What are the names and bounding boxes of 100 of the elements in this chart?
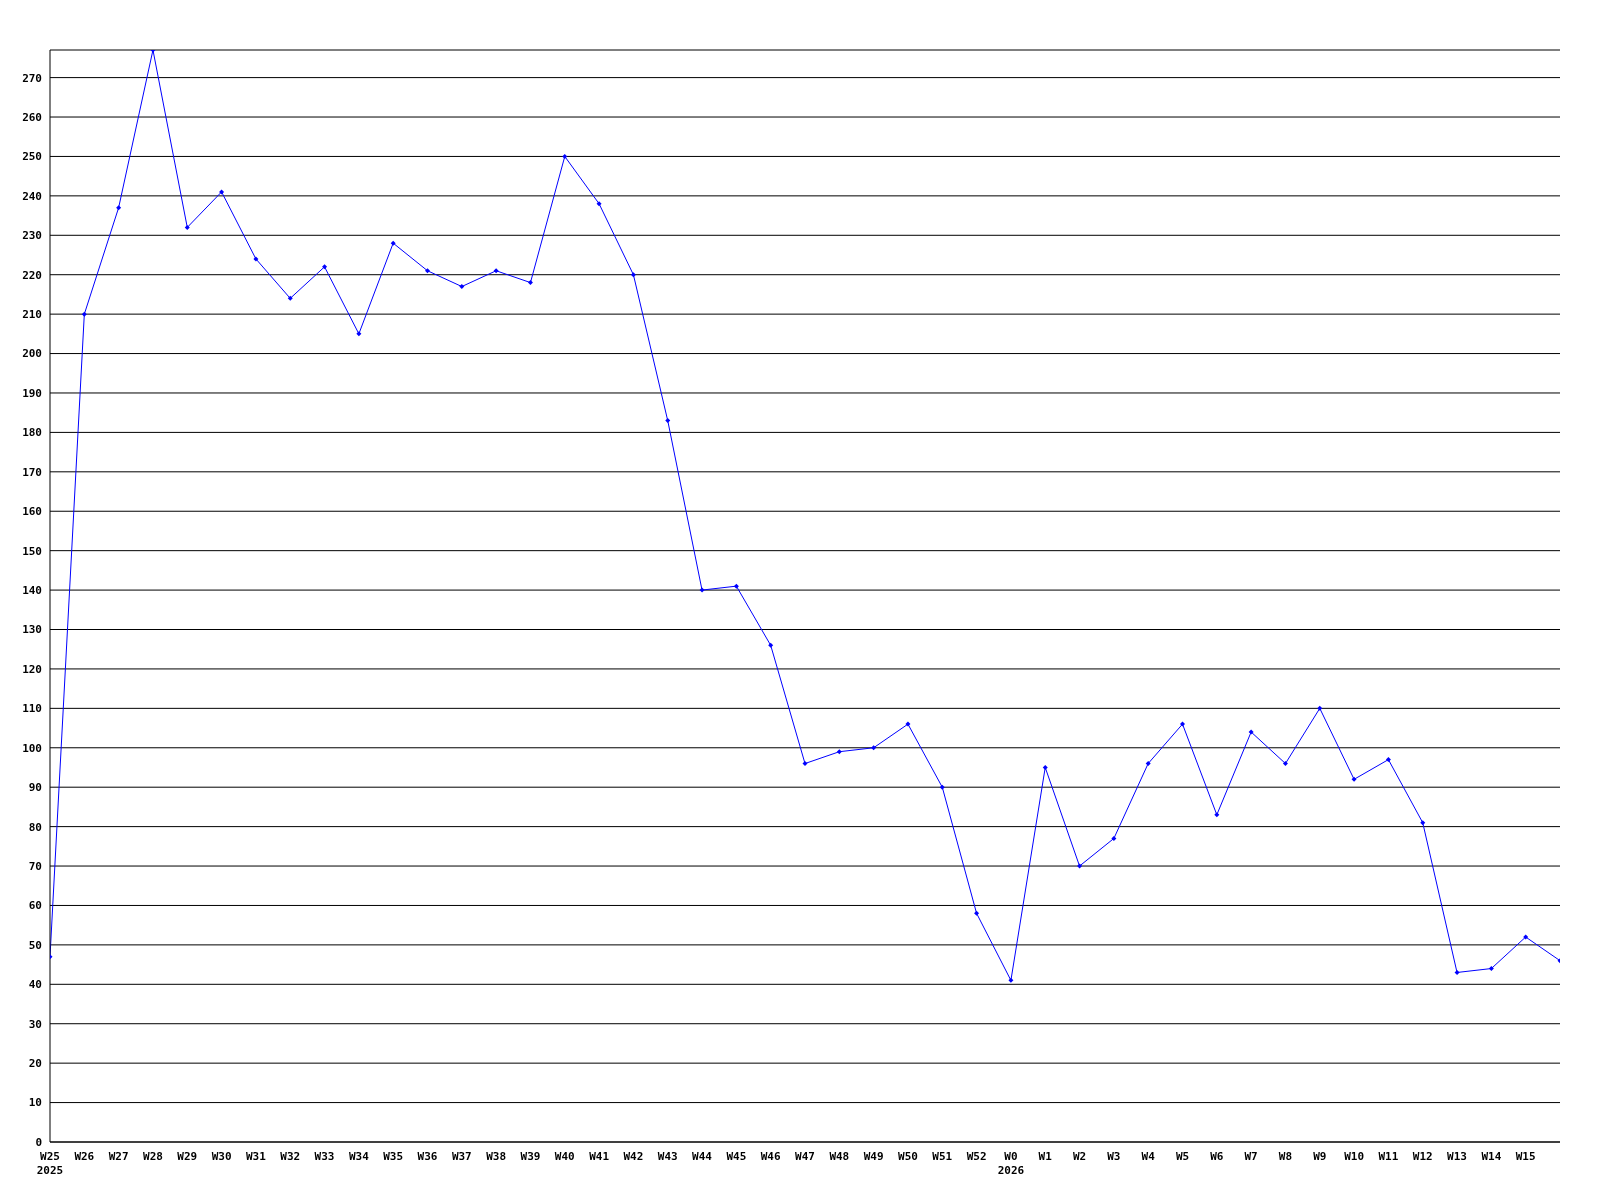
x-tick-label: W8 — [1278, 1150, 1293, 1163]
point — [1454, 969, 1460, 975]
x-tick-label: W44 — [692, 1150, 713, 1163]
point — [1214, 812, 1220, 818]
x-tick-label: W48 — [829, 1150, 850, 1163]
x-tick-label: W51 — [932, 1150, 953, 1163]
y-tick-label: 70 — [28, 859, 42, 873]
x-tick-label: W37 — [451, 1150, 472, 1163]
point — [1042, 764, 1048, 770]
point — [116, 205, 122, 211]
point — [596, 201, 602, 207]
x-tick-label: W3 — [1107, 1150, 1121, 1163]
point — [630, 272, 636, 278]
x-tick-label: W35 — [383, 1150, 404, 1163]
y-tick-label: 180 — [22, 426, 42, 440]
x-tick-label: W29 — [177, 1150, 198, 1163]
y-tick-label: 200 — [22, 347, 42, 361]
y-tick-label: 50 — [28, 938, 42, 952]
point — [493, 268, 499, 274]
y-tick-label: 0 — [35, 1135, 42, 1149]
point — [905, 721, 911, 727]
point — [665, 418, 671, 424]
y-tick-label: 220 — [22, 268, 42, 282]
x-tick-label: W14 — [1481, 1150, 1502, 1163]
y-tick-label: 230 — [22, 229, 42, 243]
x-tick-label: W13 — [1447, 1150, 1467, 1163]
y-tick-label: 150 — [22, 544, 42, 558]
point — [219, 189, 225, 195]
x-tick-label: W10 — [1344, 1150, 1365, 1163]
y-tick-label: 210 — [22, 308, 42, 322]
point — [1488, 966, 1494, 972]
point — [1248, 729, 1254, 735]
point — [322, 264, 328, 270]
x-tick-label: W15 — [1515, 1150, 1536, 1163]
x-tick-label: W11 — [1378, 1150, 1399, 1163]
y-tick-label: 30 — [28, 1017, 42, 1031]
point — [836, 749, 842, 755]
x-tick-label: W46 — [760, 1150, 781, 1163]
y-tick-label: 10 — [28, 1096, 42, 1110]
x-tick-label: W5 — [1175, 1150, 1190, 1163]
y-tick-label: 110 — [22, 702, 42, 716]
point — [253, 256, 259, 262]
y-tick-label: 20 — [28, 1057, 42, 1071]
point — [974, 910, 980, 916]
point — [1351, 776, 1357, 782]
x-tick-label: W33 — [314, 1150, 335, 1163]
point — [939, 784, 945, 790]
x-tick-label: W43 — [657, 1150, 678, 1163]
point — [287, 295, 293, 301]
x-tick-label: W45 — [726, 1150, 747, 1163]
point — [1523, 934, 1529, 940]
y-tick-label: 90 — [28, 781, 42, 795]
point — [390, 240, 396, 246]
x-tick-label: W52 — [966, 1150, 987, 1163]
x-tick-label: W41 — [589, 1150, 610, 1163]
y-tick-label: 250 — [22, 150, 42, 164]
x-tick-label: W0 2026 — [997, 1150, 1025, 1177]
x-tick-label: W12 — [1412, 1150, 1433, 1163]
y-tick-label: 240 — [22, 189, 42, 203]
point — [1145, 761, 1151, 767]
point — [81, 311, 87, 317]
x-tick-label: W34 — [348, 1150, 370, 1163]
y-tick-label: 100 — [22, 741, 42, 755]
point — [1282, 761, 1288, 767]
point — [425, 268, 430, 274]
x-tick-label: W40 — [554, 1150, 575, 1163]
point — [1180, 721, 1185, 727]
point — [1385, 757, 1391, 763]
point — [356, 331, 362, 337]
point — [1420, 820, 1426, 826]
x-tick-label: W49 — [863, 1150, 884, 1163]
x-tick-label: W30 — [211, 1150, 232, 1163]
y-tick-label: 140 — [22, 583, 42, 597]
y-tick-label: 60 — [28, 899, 42, 913]
x-tick-label: W6 — [1210, 1150, 1224, 1163]
point — [1077, 863, 1083, 869]
point — [527, 280, 533, 286]
point — [562, 153, 568, 159]
x-tick-label: W28 — [143, 1150, 163, 1163]
x-tick-label: W50 — [898, 1150, 918, 1163]
x-tick-label: W7 — [1244, 1150, 1258, 1163]
point — [1111, 835, 1117, 841]
x-tick-label: W47 — [795, 1150, 815, 1163]
x-tick-label: W2 — [1072, 1150, 1087, 1163]
x-tick-label: W25 2025 — [36, 1150, 64, 1177]
x-tick-label: W1 — [1038, 1150, 1053, 1163]
point — [184, 224, 190, 230]
point — [1008, 977, 1014, 983]
x-tick-label: W9 — [1313, 1150, 1327, 1163]
y-tick-label: 80 — [28, 820, 42, 834]
point — [768, 642, 774, 648]
point — [802, 761, 808, 767]
point — [459, 284, 465, 290]
y-tick-label: 260 — [22, 110, 42, 124]
y-tick-label: 160 — [22, 505, 42, 519]
x-tick-label: W42 — [623, 1150, 644, 1163]
x-tick-label: W36 — [417, 1150, 438, 1163]
x-tick-label: W32 — [280, 1150, 301, 1163]
y-tick-label: 130 — [22, 623, 42, 637]
y-tick-label: 40 — [28, 978, 42, 992]
